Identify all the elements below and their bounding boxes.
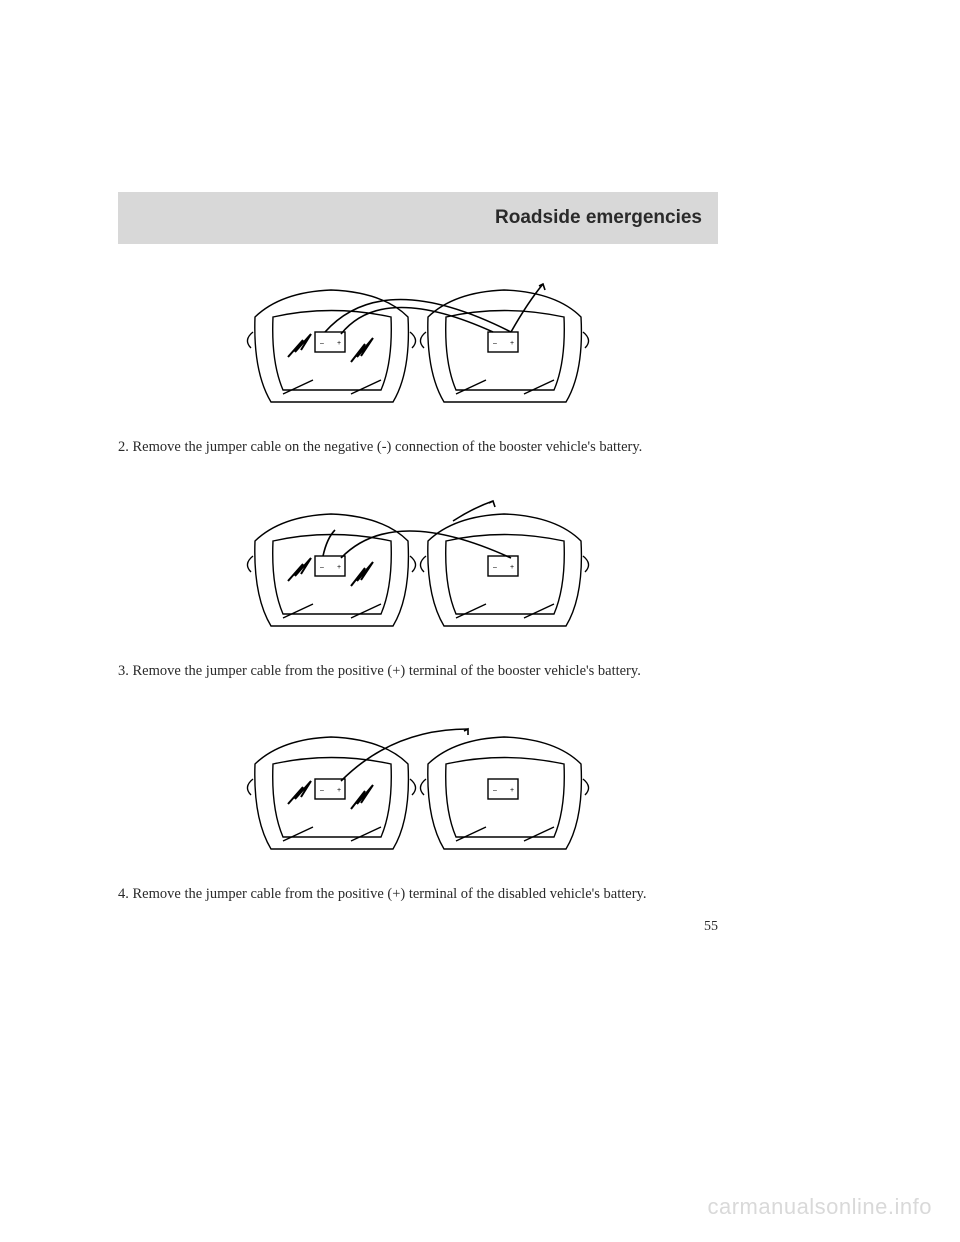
watermark: carmanualsonline.info [707,1194,932,1220]
svg-text:+: + [337,564,341,571]
section-title: Roadside emergencies [495,207,702,229]
step-4-text: 4. Remove the jumper cable from the posi… [118,885,718,905]
svg-text:+: + [337,787,341,794]
svg-text:–: – [493,787,497,794]
step-3-text: 3. Remove the jumper cable from the posi… [118,662,718,682]
jumper-diagram-1: – + – + [243,262,593,422]
diagram-step-2: – + – + [118,262,718,422]
section-header: Roadside emergencies [118,192,718,244]
svg-text:–: – [320,787,324,794]
svg-text:–: – [493,564,497,571]
jumper-diagram-2: – + – + [243,486,593,646]
svg-text:+: + [337,340,341,347]
jumper-diagram-3: – + – + [243,709,593,869]
svg-text:–: – [320,564,324,571]
diagram-step-3: – + – + [118,486,718,646]
svg-text:+: + [510,564,514,571]
svg-text:–: – [320,340,324,347]
diagram-step-4: – + – + [118,709,718,869]
step-2-text: 2. Remove the jumper cable on the negati… [118,438,718,458]
page-number: 55 [704,919,718,935]
svg-text:–: – [493,340,497,347]
svg-text:+: + [510,340,514,347]
svg-text:+: + [510,787,514,794]
